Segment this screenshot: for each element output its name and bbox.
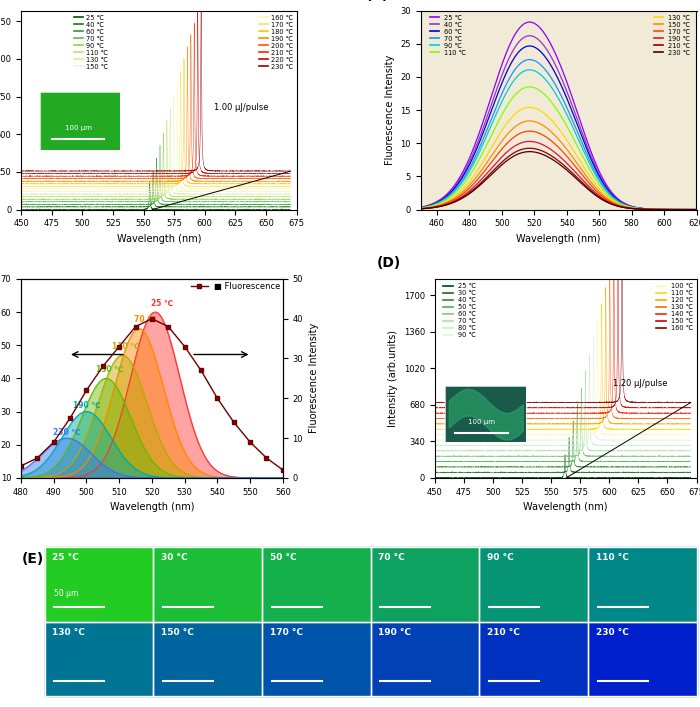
Bar — [370, 547, 480, 621]
Text: 70 °C: 70 °C — [379, 553, 405, 562]
Text: 110 °C: 110 °C — [596, 553, 629, 562]
Text: 50 °C: 50 °C — [270, 553, 296, 562]
Text: 1.20 μJ/pulse: 1.20 μJ/pulse — [612, 380, 667, 388]
Line: ■ Fluorescence: ■ Fluorescence — [19, 317, 285, 472]
X-axis label: Wavelength (nm): Wavelength (nm) — [524, 502, 608, 512]
Bar — [370, 621, 480, 696]
Bar — [45, 621, 153, 696]
Legend: 130 ℃, 150 ℃, 170 ℃, 190 ℃, 210 ℃, 230 ℃: 130 ℃, 150 ℃, 170 ℃, 190 ℃, 210 ℃, 230 ℃ — [651, 12, 693, 58]
Bar — [153, 547, 262, 621]
Text: 130 °C: 130 °C — [52, 628, 85, 637]
■ Fluorescence — [50, 438, 58, 446]
Bar — [153, 621, 262, 696]
Text: 230 ℃: 230 ℃ — [53, 428, 80, 437]
Text: 190 ℃: 190 ℃ — [73, 401, 100, 410]
Bar — [153, 547, 262, 621]
■ Fluorescence — [148, 315, 156, 323]
X-axis label: Wavelength (nm): Wavelength (nm) — [110, 502, 194, 512]
■ Fluorescence — [164, 322, 172, 331]
■ Fluorescence — [99, 362, 107, 370]
Text: 150 °C: 150 °C — [161, 628, 194, 637]
Text: (D): (D) — [377, 256, 401, 270]
Bar — [262, 621, 370, 696]
Text: 30 °C: 30 °C — [161, 553, 188, 562]
■ Fluorescence — [214, 394, 222, 402]
Bar — [480, 547, 588, 621]
■ Fluorescence — [17, 462, 25, 470]
Bar — [262, 547, 370, 621]
Text: 170 °C: 170 °C — [270, 628, 303, 637]
Bar — [588, 621, 696, 696]
Text: (B): (B) — [365, 0, 389, 1]
■ Fluorescence — [115, 342, 123, 351]
■ Fluorescence — [181, 342, 189, 351]
Text: 25 °C: 25 °C — [52, 553, 79, 562]
■ Fluorescence — [197, 366, 205, 375]
Text: 70 ℃: 70 ℃ — [134, 315, 157, 324]
Text: (E): (E) — [22, 551, 44, 566]
Bar — [45, 621, 153, 696]
X-axis label: Wavelength (nm): Wavelength (nm) — [517, 234, 601, 244]
Legend: 160 ℃, 170 ℃, 180 ℃, 190 ℃, 200 ℃, 210 ℃, 220 ℃, 230 ℃: 160 ℃, 170 ℃, 180 ℃, 190 ℃, 200 ℃, 210 ℃… — [256, 12, 296, 72]
Text: 210 °C: 210 °C — [487, 628, 520, 637]
Y-axis label: Fluorescence Intensity: Fluorescence Intensity — [385, 55, 395, 165]
Bar — [262, 621, 370, 696]
Text: 230 °C: 230 °C — [596, 628, 629, 637]
Y-axis label: Intensity (arb.units): Intensity (arb.units) — [389, 330, 398, 427]
Text: 190 °C: 190 °C — [379, 628, 412, 637]
Bar — [588, 547, 696, 621]
Bar — [480, 547, 588, 621]
■ Fluorescence — [246, 438, 254, 446]
Text: 1.00 μJ/pulse: 1.00 μJ/pulse — [214, 103, 269, 112]
■ Fluorescence — [66, 414, 74, 422]
X-axis label: Wavelength (nm): Wavelength (nm) — [117, 234, 201, 244]
■ Fluorescence — [262, 454, 271, 462]
Bar — [153, 621, 262, 696]
■ Fluorescence — [33, 454, 41, 462]
Text: 110 ℃: 110 ℃ — [112, 341, 139, 351]
Text: 25 ℃: 25 ℃ — [150, 298, 173, 308]
■ Fluorescence — [132, 322, 140, 331]
Legend: 100 ℃, 110 ℃, 120 ℃, 130 ℃, 140 ℃, 150 ℃, 160 ℃: 100 ℃, 110 ℃, 120 ℃, 130 ℃, 140 ℃, 150 ℃… — [654, 280, 696, 334]
Legend: ■ Fluorescence: ■ Fluorescence — [188, 279, 284, 295]
Bar — [480, 621, 588, 696]
Bar — [588, 621, 696, 696]
Bar — [262, 547, 370, 621]
Bar — [370, 621, 480, 696]
■ Fluorescence — [83, 386, 91, 395]
Bar — [45, 547, 153, 621]
Bar — [480, 621, 588, 696]
Text: 90 °C: 90 °C — [487, 553, 514, 562]
Text: 150 ℃: 150 ℃ — [96, 365, 123, 374]
Text: 50 μm: 50 μm — [55, 589, 79, 598]
Bar — [45, 547, 153, 621]
Bar — [370, 547, 480, 621]
Bar — [588, 547, 696, 621]
■ Fluorescence — [230, 418, 238, 426]
■ Fluorescence — [279, 466, 287, 474]
Y-axis label: Fluorescence Intensity: Fluorescence Intensity — [309, 323, 318, 433]
